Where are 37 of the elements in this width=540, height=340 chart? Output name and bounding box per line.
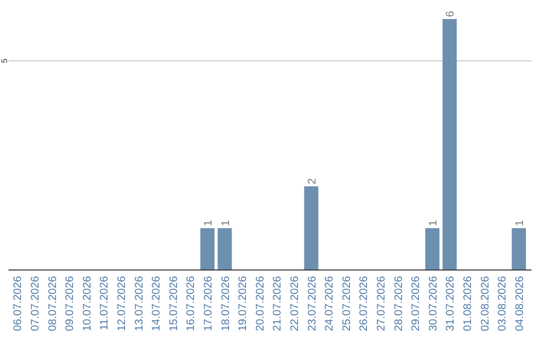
- x-tick-label: 20.07.2026: [254, 276, 266, 332]
- data-label: 1: [202, 220, 214, 226]
- x-tick-label: 07.07.2026: [29, 276, 42, 332]
- x-tick-label: 27.07.2026: [375, 276, 388, 332]
- x-tick-label: 31.07.2026: [444, 276, 457, 332]
- data-label: 1: [427, 220, 440, 226]
- x-tick-label: 13.07.2026: [133, 276, 146, 332]
- data-label: 1: [514, 220, 526, 226]
- ref-line-label: 5: [0, 58, 9, 64]
- x-tick-label: 25.07.2026: [340, 276, 353, 332]
- x-tick-label: 18.07.2026: [220, 276, 232, 332]
- x-tick-label: 19.07.2026: [237, 276, 250, 332]
- x-tick-label: 04.08.2026: [514, 276, 526, 332]
- x-tick-label: 12.07.2026: [116, 276, 128, 332]
- data-label: 1: [220, 220, 232, 226]
- x-tick-label: 23.07.2026: [306, 276, 318, 332]
- x-tick-label: 17.07.2026: [202, 276, 214, 332]
- x-tick-label: 10.07.2026: [81, 276, 94, 332]
- x-tick-label: 21.07.2026: [272, 276, 284, 332]
- x-tick-label: 14.07.2026: [150, 276, 163, 332]
- x-tick-label: 02.08.2026: [479, 276, 492, 332]
- x-tick-label: 26.07.2026: [358, 276, 370, 332]
- x-tick-label: 01.08.2026: [462, 276, 474, 332]
- x-tick-label: 28.07.2026: [392, 276, 405, 332]
- x-tick-label: 11.07.2026: [98, 276, 111, 330]
- x-tick-label: 09.07.2026: [64, 276, 76, 332]
- x-tick-label: 29.07.2026: [410, 276, 422, 332]
- x-tick-label: 15.07.2026: [168, 276, 180, 332]
- data-label: 2: [306, 178, 318, 184]
- x-tick-label: 22.07.2026: [288, 276, 301, 332]
- x-tick-label: 08.07.2026: [46, 276, 59, 332]
- x-tick-label: 06.07.2026: [12, 276, 24, 332]
- x-tick-label: 30.07.2026: [427, 276, 440, 332]
- x-tick-label: 24.07.2026: [324, 276, 336, 332]
- data-label: 6: [444, 10, 457, 17]
- x-tick-label: 03.08.2026: [496, 276, 509, 332]
- x-tick-label: 16.07.2026: [185, 276, 198, 332]
